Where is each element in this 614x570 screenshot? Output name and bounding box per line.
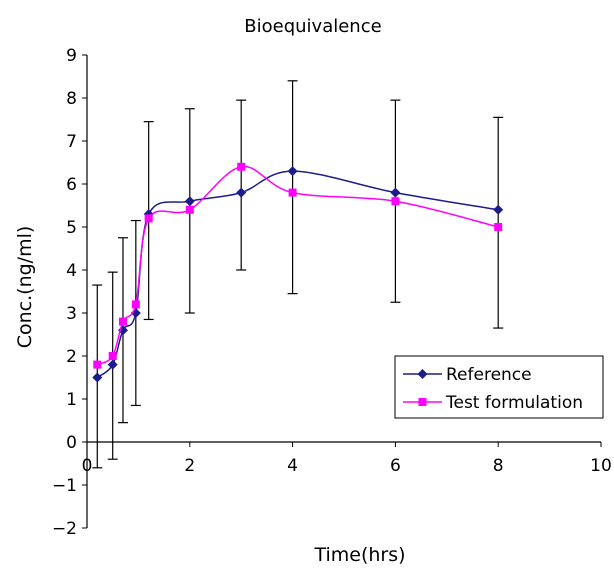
point-test xyxy=(144,214,153,223)
point-test xyxy=(391,197,400,206)
point-test xyxy=(93,360,102,369)
point-reference xyxy=(236,187,247,198)
legend-marker-test xyxy=(418,398,427,406)
legend-box xyxy=(394,355,604,419)
legend-marker-reference xyxy=(417,369,428,379)
legend-label-reference: Reference xyxy=(446,365,532,385)
x-tick-label: 2 xyxy=(184,456,195,476)
x-axis-label: Time(hrs) xyxy=(313,544,405,566)
x-tick-label: 6 xyxy=(390,456,401,476)
x-tick-label: 8 xyxy=(493,456,504,476)
series xyxy=(92,162,504,383)
axes xyxy=(86,55,601,528)
point-test xyxy=(237,162,246,171)
x-ticks: 0 2 4 6 8 10 xyxy=(82,442,612,476)
y-tick-label: −2 xyxy=(52,519,77,539)
y-tick-label: 8 xyxy=(66,89,77,109)
y-tick-label: −1 xyxy=(52,476,77,496)
chart-title: Bioequivalence xyxy=(244,16,381,37)
point-test xyxy=(494,223,503,231)
point-test xyxy=(131,300,140,309)
legend-label-test: Test formulation xyxy=(445,393,583,413)
y-tick-label: 6 xyxy=(66,175,77,195)
series-line-test xyxy=(96,165,499,366)
y-tick-label: 9 xyxy=(66,46,77,66)
y-tick-label: 5 xyxy=(66,218,77,238)
point-reference xyxy=(107,359,118,370)
y-tick-label: 4 xyxy=(66,261,77,281)
point-reference xyxy=(493,204,504,215)
point-test xyxy=(288,188,297,197)
point-reference xyxy=(92,372,103,383)
point-test xyxy=(118,317,127,326)
x-tick-label: 0 xyxy=(82,456,93,476)
point-test xyxy=(185,205,194,214)
point-reference xyxy=(287,166,298,177)
y-tick-label: 2 xyxy=(66,347,77,367)
x-tick-label: 4 xyxy=(287,456,298,476)
y-axis-label: Conc.(ng/ml) xyxy=(14,226,36,349)
y-tick-label: 7 xyxy=(66,132,77,152)
series-line-reference xyxy=(96,170,499,379)
y-ticks: −2 −1 0 1 2 3 4 5 6 7 8 9 xyxy=(52,46,87,539)
point-reference xyxy=(390,187,401,198)
point-reference xyxy=(184,196,195,207)
y-tick-label: 1 xyxy=(66,390,77,410)
y-tick-label: 0 xyxy=(66,433,77,453)
x-tick-label: 10 xyxy=(590,456,612,476)
point-test xyxy=(108,352,117,360)
y-tick-label: 3 xyxy=(66,304,77,324)
legend: Reference Test formulation xyxy=(394,355,604,419)
